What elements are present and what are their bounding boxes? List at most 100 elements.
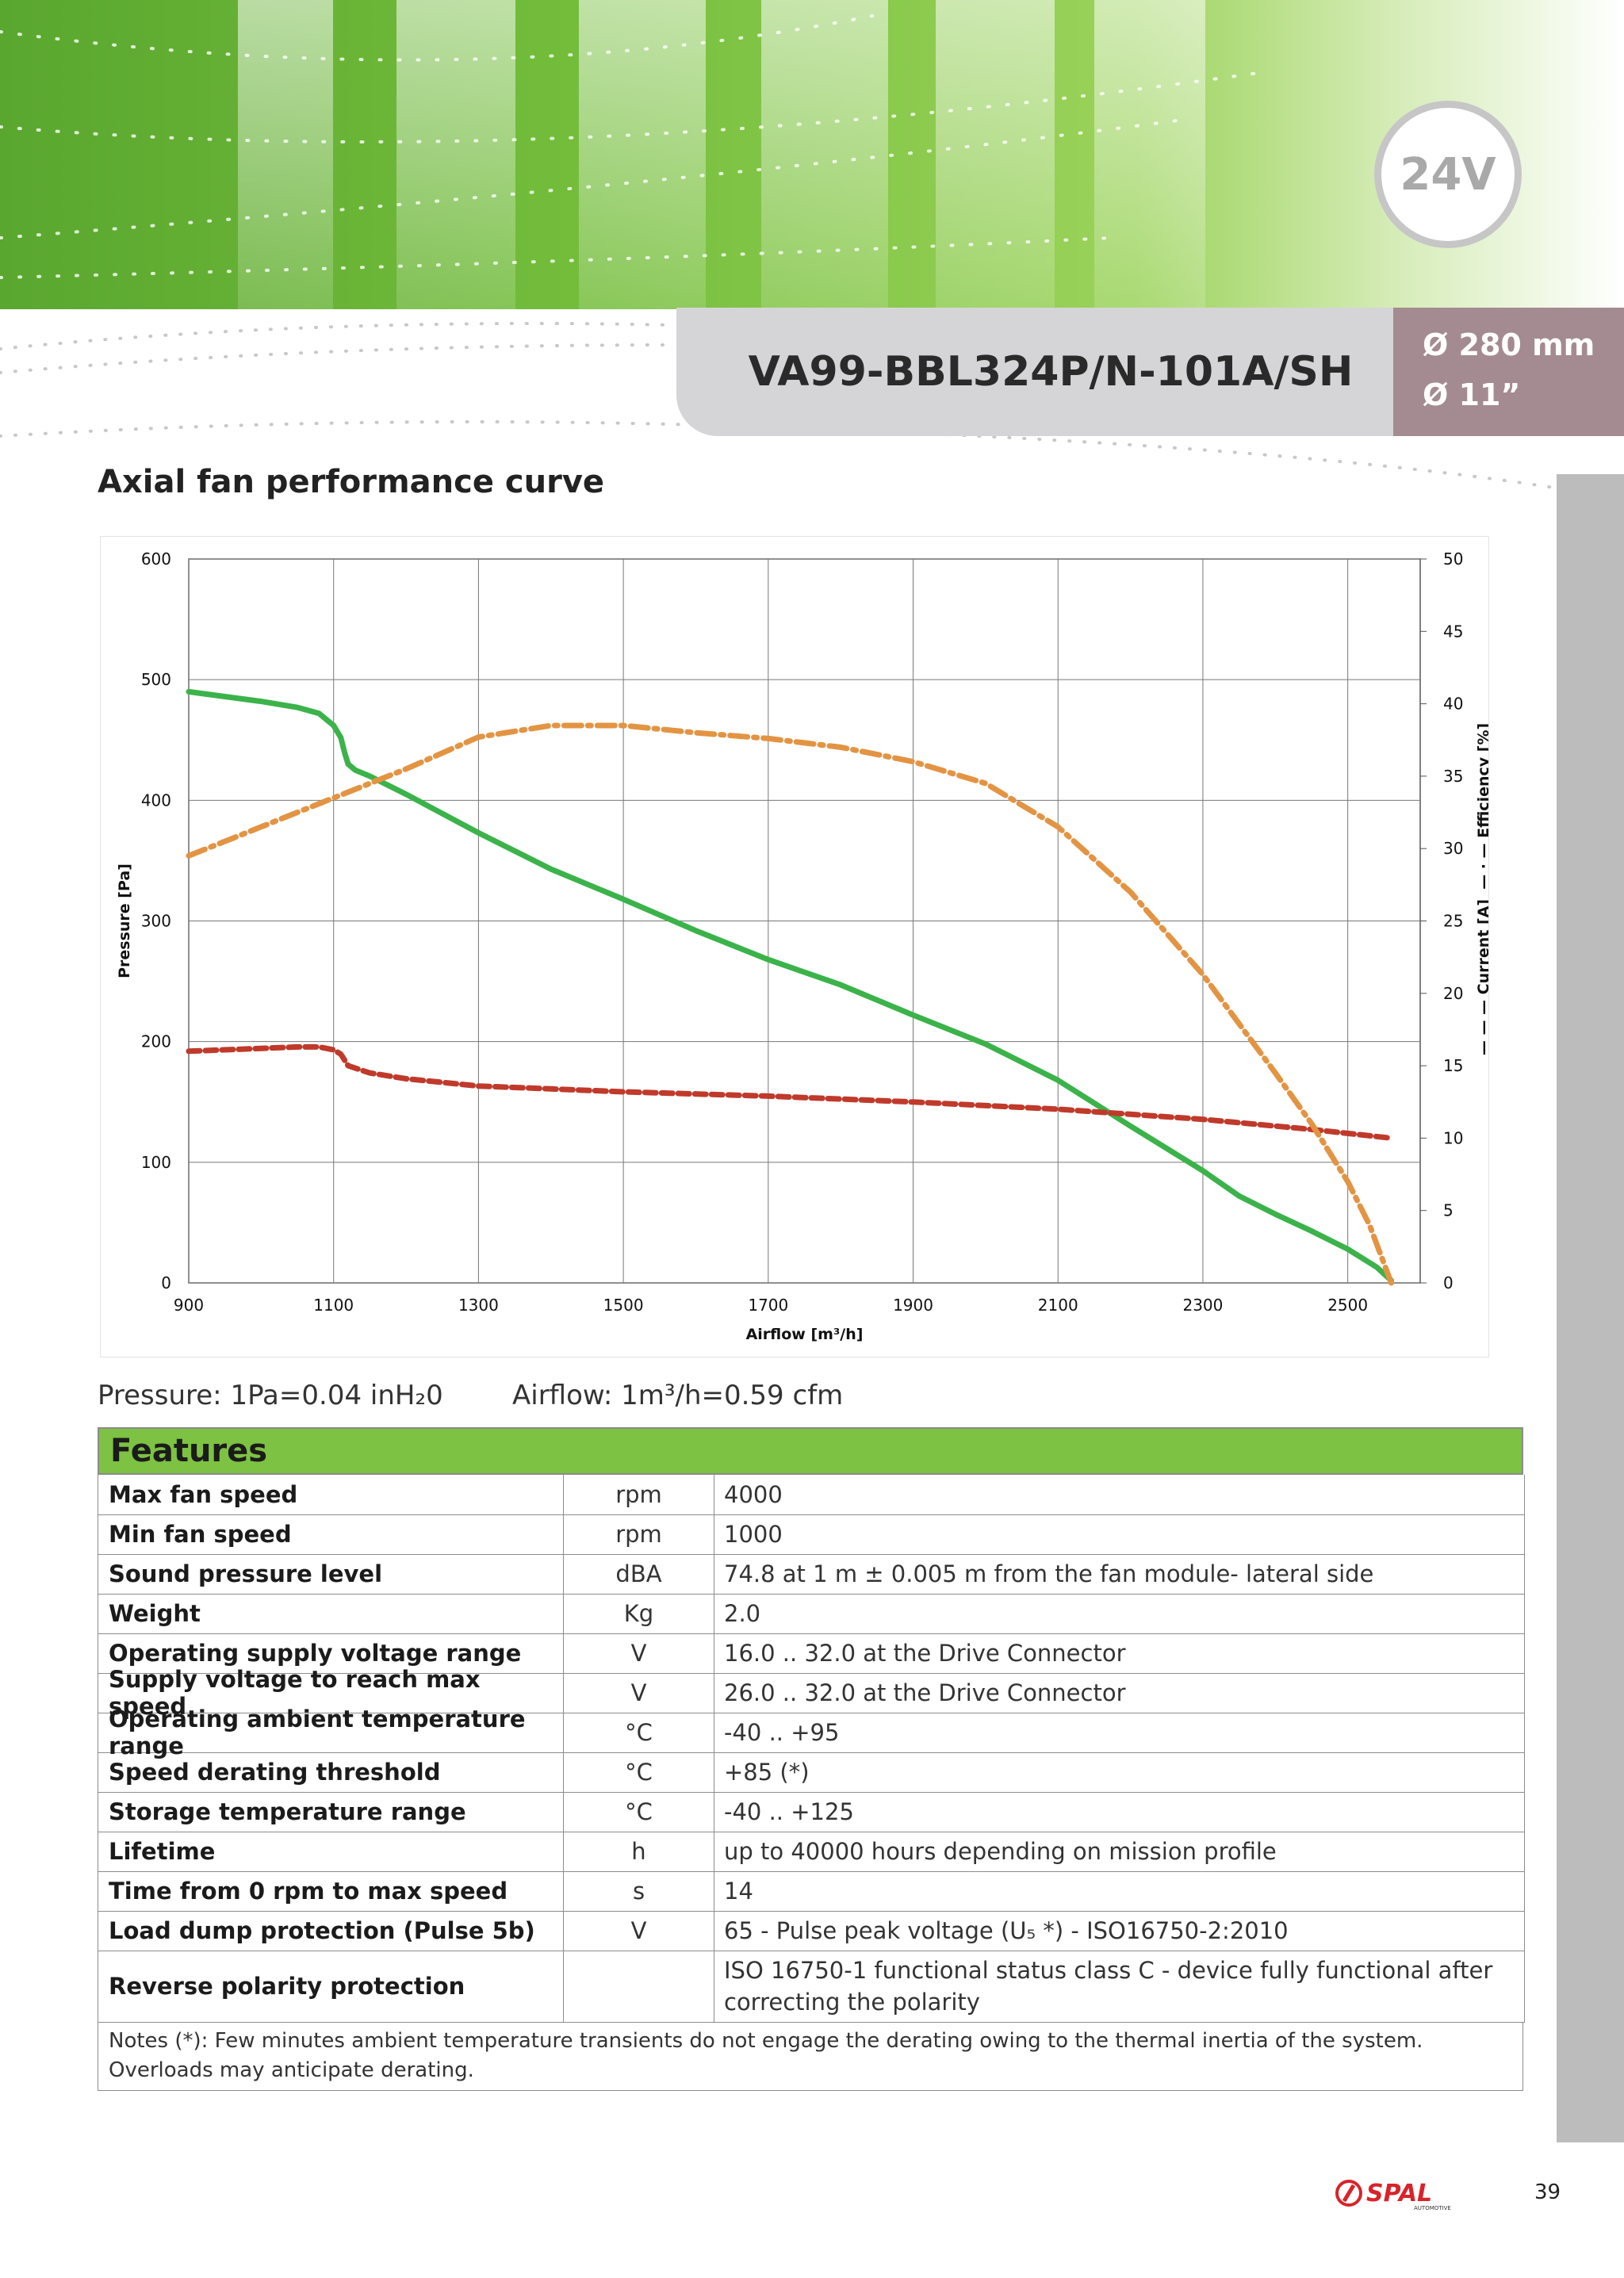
feature-row: Weight Kg 2.0 [98, 1594, 1525, 1634]
pressure-curve [186, 688, 1394, 1284]
feature-name: Sound pressure level [98, 1554, 564, 1594]
diameter-box: Ø 280 mm Ø 11” [1393, 308, 1624, 436]
decorative-dots [0, 322, 1589, 492]
feature-value: 2.0 [724, 1600, 761, 1627]
feature-value: ISO 16750-1 functional status class C - … [724, 1957, 1493, 2016]
feature-row: Sound pressure level dBA 74.8 at 1 m ± 0.… [98, 1554, 1525, 1595]
feature-unit: °C [564, 1792, 714, 1832]
feature-row: Time from 0 rpm to max speed s 14 [98, 1871, 1525, 1912]
feature-unit: V [564, 1673, 714, 1713]
feature-row: Speed derating threshold °C +85 (*) [98, 1752, 1525, 1793]
x-tick-label: 1100 [313, 1296, 354, 1315]
feature-name: Min fan speed [98, 1514, 564, 1554]
feature-name: Lifetime [98, 1832, 564, 1871]
y-tick-label: 100 [141, 1153, 171, 1172]
feature-row: Storage temperature range °C -40 .. +125 [98, 1792, 1525, 1832]
feature-value: -40 .. +95 [724, 1719, 840, 1746]
spal-logo: SPAL AUTOMOTIVE [1335, 2180, 1451, 2211]
x-tick-label: 2300 [1182, 1296, 1223, 1315]
features-title: Features [110, 1433, 268, 1469]
y2-tick-label: 50 [1443, 549, 1463, 569]
feature-name: Operating ambient temperature range [98, 1706, 564, 1759]
feature-name: Time from 0 rpm to max speed [98, 1871, 564, 1911]
feature-unit: rpm [564, 1475, 714, 1514]
feature-value: 16.0 .. 32.0 at the Drive Connector [724, 1640, 1126, 1667]
feature-value: +85 (*) [724, 1759, 810, 1786]
feature-name: Supply voltage to reach max speed [98, 1666, 564, 1720]
y2-tick-label: 20 [1443, 984, 1463, 1003]
y2-tick-label: 45 [1443, 622, 1463, 641]
model-header: VA99-BBL324P/N-101A/SH [676, 308, 1393, 436]
y2-tick-label: 40 [1443, 695, 1463, 714]
feature-unit: s [564, 1871, 714, 1911]
feature-value: -40 .. +125 [724, 1798, 854, 1825]
features-notes: Notes (*): Few minutes ambient temperatu… [98, 2022, 1523, 2091]
feature-value: 14 [724, 1878, 753, 1905]
performance-chart-svg: 900 1100 1300 1500 1700 1900 2100 2300 250001002… [116, 549, 1488, 1343]
y2-tick-label: 35 [1443, 767, 1463, 786]
feature-value: 4000 [724, 1481, 783, 1508]
features-header: Features [98, 1427, 1523, 1475]
x-tick-label: 1900 [893, 1296, 933, 1315]
y2-label-efficiency: — · — Efficiency [%] [1475, 723, 1488, 890]
feature-value: 1000 [724, 1521, 783, 1548]
feature-name: Weight [98, 1594, 564, 1633]
model-title: VA99-BBL324P/N-101A/SH [748, 348, 1354, 396]
feature-name: Reverse polarity protection [98, 1951, 564, 2022]
feature-row: Load dump protection (Pulse 5b) V 65 - Pul… [98, 1911, 1525, 1951]
y2-tick-label: 10 [1443, 1128, 1463, 1147]
y-tick-label: 400 [141, 791, 171, 810]
feature-row: Operating ambient temperature range °C -40… [98, 1706, 1525, 1759]
feature-row: Supply voltage to reach max speed V 26.0 .… [98, 1666, 1525, 1720]
performance-chart: 900 1100 1300 1500 1700 1900 2100 2300 2500 0 100 2… [100, 536, 1489, 1357]
y-axis-label: Pressure [Pa] [116, 863, 133, 978]
feature-name: Max fan speed [98, 1475, 564, 1514]
feature-unit: V [564, 1911, 714, 1951]
feature-value: 74.8 at 1 m ± 0.005 m from the fan modul… [724, 1560, 1374, 1587]
side-bar [1557, 474, 1624, 2142]
feature-unit: Kg [564, 1594, 714, 1633]
y2-tick-label: 15 [1443, 1056, 1463, 1075]
logo-subtext: AUTOMOTIVE [1414, 2205, 1451, 2211]
y-tick-label: 600 [141, 549, 171, 569]
feature-row: Lifetime h up to 40000 hours depending on … [98, 1832, 1525, 1872]
x-axis-label: Airflow [m³/h] [746, 1326, 864, 1343]
y2-tick-label: 30 [1443, 839, 1463, 858]
y2-tick-label: 25 [1443, 912, 1463, 931]
y2-tick-label: 0 [1443, 1273, 1454, 1292]
feature-unit: V [564, 1633, 714, 1673]
feature-value: 26.0 .. 32.0 at the Drive Connector [724, 1679, 1126, 1706]
feature-row: Max fan speed rpm 4000 [98, 1475, 1525, 1515]
feature-value: up to 40000 hours depending on mission p… [724, 1838, 1277, 1865]
y2-label-current: — — — Current [A] [1475, 899, 1488, 1055]
efficiency-curve [186, 722, 1394, 1286]
logo-text: SPAL [1366, 2180, 1432, 2207]
y-tick-label: 300 [141, 912, 171, 931]
section-title: Axial fan performance curve [98, 464, 605, 500]
feature-name: Storage temperature range [98, 1792, 564, 1832]
feature-name: Operating supply voltage range [98, 1633, 564, 1673]
voltage-badge: 24V [1374, 101, 1522, 248]
x-tick-label: 2500 [1327, 1296, 1368, 1315]
feature-name: Speed derating threshold [98, 1752, 564, 1792]
page-number: 39 [1534, 2180, 1561, 2204]
y-tick-label: 0 [161, 1273, 171, 1292]
diameter-in: Ø 11” [1423, 377, 1521, 412]
feature-unit [564, 1951, 714, 2022]
feature-unit: dBA [564, 1554, 714, 1594]
feature-row: Min fan speed rpm 1000 [98, 1514, 1525, 1555]
x-tick-label: 1300 [458, 1296, 499, 1315]
x-tick-label: 1500 [603, 1296, 644, 1315]
feature-unit: °C [564, 1713, 714, 1752]
feature-name: Load dump protection (Pulse 5b) [98, 1911, 564, 1951]
y2-tick-label: 5 [1443, 1201, 1454, 1220]
x-tick-label: 900 [174, 1296, 204, 1315]
airflow-conversion: Airflow: 1m³/h=0.59 cfm [512, 1380, 844, 1411]
feature-unit: h [564, 1832, 714, 1871]
diameter-mm: Ø 280 mm [1423, 327, 1595, 362]
y-tick-label: 500 [141, 670, 171, 689]
feature-row: Operating supply voltage range V 16.0 .. 3… [98, 1633, 1525, 1674]
feature-unit: °C [564, 1752, 714, 1792]
header-banner-image [0, 0, 1624, 309]
pressure-conversion: Pressure: 1Pa=0.04 inH₂0 [98, 1380, 443, 1411]
